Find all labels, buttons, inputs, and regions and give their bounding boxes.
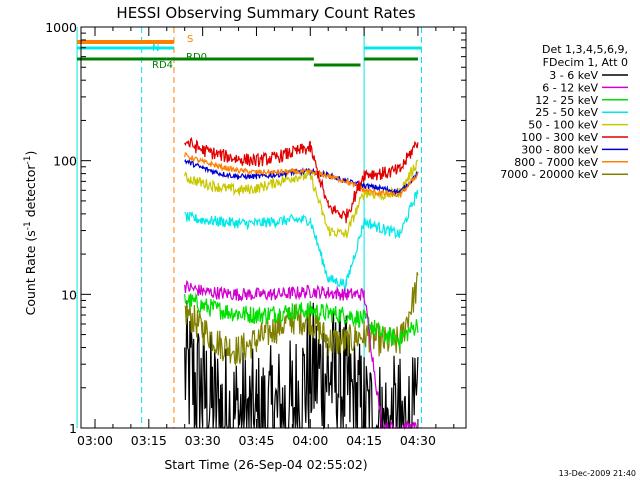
y-axis-label-sup2: -1 <box>23 156 33 165</box>
x-tick-label-1: 03:15 <box>131 433 167 448</box>
x-tick-label-5: 04:15 <box>346 433 382 448</box>
y-tick-label-3: 1000 <box>45 20 77 35</box>
y-axis-label-sup1: -1 <box>23 221 33 230</box>
y-axis-label-main: Count Rate (s <box>23 230 38 315</box>
plot-area: S N RD4 RD0 03:00 03:15 03:30 03:45 04:00 04:15 04… <box>45 20 467 448</box>
flag-label-N: N <box>152 43 159 54</box>
legend-entry-label-3: 25 - 50 keV <box>535 106 598 119</box>
x-tick-label-0: 03:00 <box>77 433 113 448</box>
x-tick-label-4: 04:00 <box>292 433 328 448</box>
legend-entry-label-8: 7000 - 20000 keV <box>500 168 598 181</box>
legend-entry-label-1: 6 - 12 keV <box>542 81 598 94</box>
y-tick-label-0: 1 <box>69 421 77 436</box>
legend-entry-label-2: 12 - 25 keV <box>535 94 598 107</box>
x-tick-label-2: 03:30 <box>185 433 221 448</box>
footer-date: 13-Dec-2009 21:40 <box>559 469 636 478</box>
flag-label-S: S <box>187 34 193 45</box>
y-tick-label-2: 100 <box>53 154 77 169</box>
legend-title-line-2: FDecim 1, Att 0 <box>543 56 628 69</box>
legend-entry-label-7: 800 - 7000 keV <box>514 156 598 169</box>
legend-entry-label-5: 100 - 300 keV <box>521 131 598 144</box>
flag-label-RD4: RD4 <box>152 60 173 71</box>
legend-title-line-1: Det 1,3,4,5,6,9, <box>542 43 628 56</box>
y-axis-label: Count Rate (s-1 detector-1) <box>23 151 38 316</box>
legend-entry-label-0: 3 - 6 keV <box>549 69 598 82</box>
legend-entry-label-4: 50 - 100 keV <box>528 119 598 132</box>
flag-label-RD0: RD0 <box>186 52 207 63</box>
series-line-6 <box>184 158 419 197</box>
x-axis-label: Start Time (26-Sep-04 02:55:02) <box>164 457 367 472</box>
plot-frame <box>80 26 467 429</box>
legend-entry-label-6: 300 - 800 keV <box>521 143 598 156</box>
y-axis-label-mid: detector <box>23 164 38 222</box>
series-line-1 <box>184 279 418 431</box>
chart-title: HESSI Observing Summary Count Rates <box>116 4 415 22</box>
legend: Det 1,3,4,5,6,9, FDecim 1, Att 0 3 - 6 k… <box>500 43 628 181</box>
x-tick-label-3: 03:45 <box>238 433 274 448</box>
series-line-8 <box>184 272 419 367</box>
y-tick-label-1: 10 <box>61 287 77 302</box>
series-line-2 <box>184 292 419 349</box>
y-axis-label-end: ) <box>23 151 38 156</box>
series-line-7 <box>184 152 419 199</box>
x-tick-label-6: 04:30 <box>400 433 436 448</box>
series-line-3 <box>184 189 419 291</box>
series-line-5 <box>184 137 419 224</box>
